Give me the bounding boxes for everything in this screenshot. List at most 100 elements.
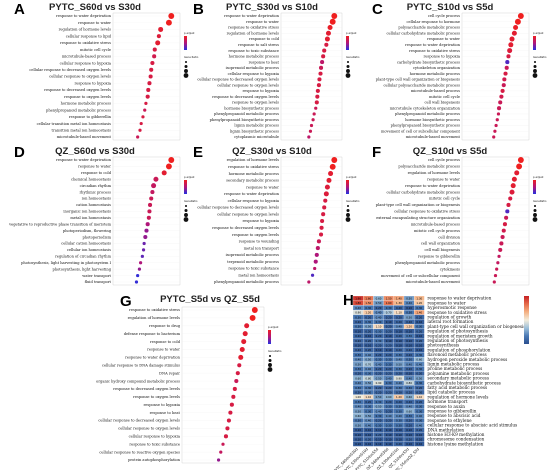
- heat-value: 0.30: [406, 311, 412, 315]
- bubble: [226, 418, 231, 423]
- heat-value: 0.40: [376, 362, 382, 366]
- legend-size-dot: [533, 209, 537, 212]
- bubble: [143, 235, 148, 240]
- term-label: mitotic cell cycle: [429, 197, 460, 201]
- bubble: [514, 170, 520, 176]
- heat-value: 0.20: [355, 391, 361, 395]
- heat-value: 0.20: [396, 315, 402, 319]
- heat-value: 0.40: [396, 358, 402, 362]
- legend-size-dot: [184, 69, 188, 73]
- bubble: [328, 171, 334, 177]
- bubble: [498, 100, 503, 105]
- heat-value: 0.30: [355, 419, 361, 423]
- heat-value: 0.20: [416, 391, 422, 395]
- bubble: [506, 202, 511, 207]
- heat-value: 0.30: [416, 367, 422, 371]
- heat-value: 1.80: [355, 301, 361, 305]
- heat-value: 0.50: [355, 423, 361, 427]
- term-label: isoprenoid metabolic process: [226, 66, 280, 70]
- heat-value: 1.40: [416, 311, 422, 315]
- bubble: [168, 13, 175, 19]
- bubble: [503, 71, 508, 76]
- heat-value: 0.30: [386, 358, 392, 362]
- panel-title: PYTC_S5d vs QZ_S5d: [160, 294, 260, 305]
- heat-value: 1.30: [396, 301, 402, 305]
- term-label: transition metal ion homeostasis: [52, 128, 112, 132]
- legend-size-dot: [267, 367, 273, 372]
- term-label: metal ion homeostasis: [238, 273, 279, 277]
- heat-value: 1.60: [365, 297, 371, 301]
- heat-value: 0.10: [355, 428, 361, 432]
- heat-value: 0.20: [386, 325, 392, 329]
- term-label: mitotic cell cycle process: [414, 229, 460, 233]
- bubble: [251, 307, 258, 313]
- legend-color-title: p.adjust: [346, 175, 356, 179]
- bubble: [313, 266, 317, 271]
- panel-title: QZ_S10d vs S5d: [413, 146, 488, 157]
- heat-value: 0.90: [396, 376, 402, 380]
- heat-row-label: response to abscisic acid: [427, 413, 480, 418]
- heat-value: 0.20: [396, 400, 402, 404]
- bubble: [322, 48, 327, 53]
- panel-label: B: [193, 1, 204, 18]
- heat-value: 0.10: [355, 344, 361, 348]
- term-label: microtubule-based movement: [406, 135, 461, 139]
- term-label: cellular response to oxygen levels: [217, 83, 279, 87]
- term-label: response to toxic substance: [129, 442, 180, 446]
- heat-value: 0.50: [416, 376, 422, 380]
- heat-value: 0.50: [365, 325, 371, 329]
- heat-value: 0.30: [396, 419, 402, 423]
- bubble: [307, 135, 311, 139]
- bubble: [312, 112, 316, 116]
- heat-value: 0.30: [406, 334, 412, 338]
- heat-value: 0.50: [396, 362, 402, 366]
- bubble: [323, 191, 329, 197]
- bubble: [143, 108, 147, 112]
- bubble: [139, 121, 143, 126]
- heat-value: 0.10: [386, 320, 392, 324]
- heat-value: 0.40: [406, 405, 412, 409]
- legend: p.adjust GeneRatio: [532, 31, 547, 78]
- heat-value: 0.20: [376, 353, 382, 357]
- term-label: phenylpropanoid biosynthetic process: [391, 124, 461, 128]
- legend-size-title: GeneRatio: [346, 55, 360, 59]
- heat-value: 0.20: [406, 419, 412, 423]
- legend-color-title: p.adjust: [184, 175, 194, 179]
- legend: p.adjust GeneRatio: [345, 175, 360, 222]
- term-label: cellular response to lipid: [66, 34, 112, 38]
- bubble: [136, 135, 140, 139]
- heat-value: 0.10: [365, 344, 371, 348]
- term-label: response to water: [147, 348, 180, 352]
- legend-size-dot: [346, 69, 350, 73]
- legend-color-bar: [346, 36, 349, 50]
- bubble: [235, 371, 240, 376]
- heat-row-label: response to auxin: [427, 404, 465, 409]
- heat-value: 0.40: [355, 405, 361, 409]
- legend: p.adjust GeneRatio: [183, 175, 198, 222]
- heat-value: 0.10: [376, 438, 382, 442]
- bubble: [318, 232, 324, 237]
- heat-value: 0.30: [416, 419, 422, 423]
- bubble: [318, 71, 323, 76]
- term-label: cellular response to reactive oxygen spe…: [99, 450, 180, 454]
- bubble: [494, 123, 498, 128]
- heat-value: 0.20: [396, 372, 402, 376]
- heat-value: 0.30: [386, 306, 392, 310]
- bubble: [314, 100, 319, 105]
- term-label: photosynthesis, light harvesting in phot…: [21, 261, 111, 265]
- bubble: [492, 135, 496, 139]
- legend-color-bar: [533, 36, 536, 50]
- bubble: [225, 426, 230, 431]
- term-label: response to water deprivation: [224, 192, 280, 196]
- legend-size-dot: [532, 217, 538, 222]
- term-label: phenylpropanoid metabolic process: [214, 112, 279, 116]
- legend-size-title: GeneRatio: [533, 55, 547, 59]
- heat-value: 0.90: [355, 311, 361, 315]
- plot-frame: [181, 306, 265, 464]
- legend-size-title: GeneRatio: [533, 199, 547, 203]
- heat-value: 0.20: [416, 428, 422, 432]
- term-label: response to oxygen levels: [232, 233, 279, 237]
- bubble: [165, 163, 172, 170]
- heat-row-label: response to water: [427, 300, 465, 305]
- term-label: cellular carbohydrate metabolic process: [386, 190, 460, 194]
